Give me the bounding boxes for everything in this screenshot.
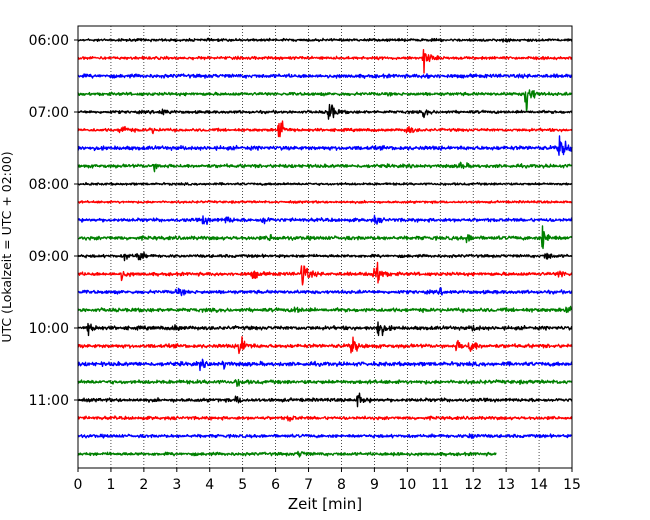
x-tick-label: 5: [238, 477, 247, 493]
y-tick-label: 10:00: [29, 321, 69, 337]
x-tick-label: 8: [337, 477, 346, 493]
x-tick-label: 4: [205, 477, 214, 493]
x-tick-label: 2: [139, 477, 148, 493]
seismic-trace: [77, 135, 573, 156]
x-tick-label: 14: [530, 477, 548, 493]
seismic-trace: [77, 48, 573, 74]
x-tick-label: 12: [464, 477, 482, 493]
x-tick-label: 3: [172, 477, 181, 493]
x-tick-label: 13: [497, 477, 515, 493]
tick-layer: 0 1 2 3 4 5 6 7 8 9 10 11 12 13 14 1506:0007:0008:0009:…: [29, 33, 581, 493]
x-tick-label: 0: [74, 477, 83, 493]
y-tick-label: 07:00: [29, 105, 69, 121]
seismic-trace: [77, 251, 573, 262]
seismic-trace: [77, 392, 573, 408]
x-tick-label: 15: [563, 477, 581, 493]
x-tick-label: 1: [106, 477, 115, 493]
seismic-trace: [77, 378, 573, 387]
plot-frame: [77, 25, 573, 469]
seismic-trace: [77, 103, 573, 120]
seismic-trace: [77, 287, 573, 297]
x-tick-label: 10: [398, 477, 416, 493]
seismic-trace: [77, 161, 573, 173]
seismic-trace: [77, 336, 573, 355]
x-tick-label: 6: [271, 477, 280, 493]
seismic-trace: [77, 305, 573, 314]
seismic-trace: [77, 358, 573, 372]
y-tick-label: 06:00: [29, 33, 69, 49]
seismic-trace: [77, 73, 573, 79]
seismic-trace: [77, 225, 573, 250]
seismic-trace: [77, 450, 497, 458]
seismic-trace: [77, 415, 573, 422]
y-tick-label: 09:00: [29, 249, 69, 265]
seismic-trace: [77, 181, 573, 186]
seismic-trace: [77, 89, 573, 113]
x-tick-label: 9: [370, 477, 379, 493]
y-tick-label: 08:00: [29, 177, 69, 193]
x-tick-label: 11: [431, 477, 449, 493]
seismic-trace: [77, 261, 573, 286]
seismic-trace: [77, 321, 573, 337]
seismic-trace: [77, 37, 573, 43]
seismic-trace: [77, 199, 573, 205]
seismic-trace: [77, 433, 573, 439]
seismic-trace: [77, 214, 573, 226]
x-axis-label: Zeit [min]: [288, 495, 362, 513]
trace-layer: [77, 37, 573, 458]
x-tick-label: 7: [304, 477, 313, 493]
y-tick-label: 11:00: [29, 393, 69, 409]
y-axis-label: UTC (Lokalzeit = UTC + 02:00): [0, 151, 14, 342]
seismic-trace: [77, 120, 573, 138]
